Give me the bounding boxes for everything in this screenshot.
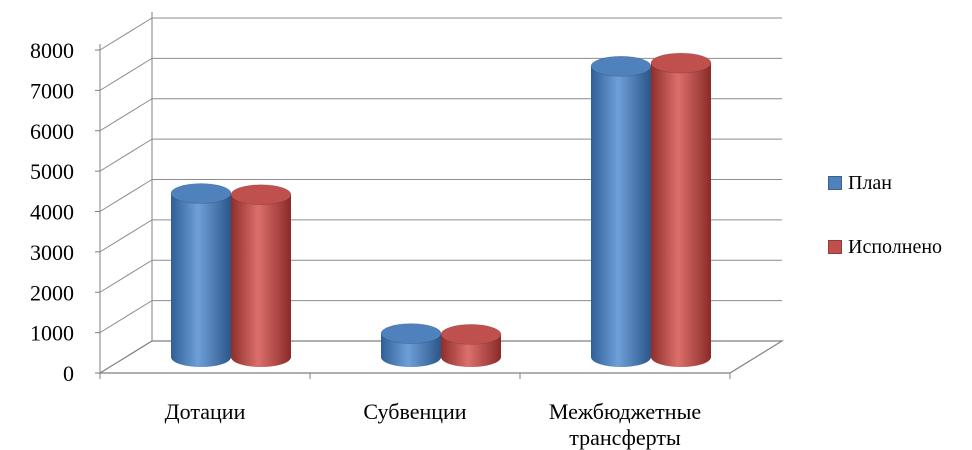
- gridline-diagonal: [99, 259, 153, 293]
- bar-top: [380, 323, 442, 344]
- gridline-diagonal: [99, 300, 153, 334]
- bar-top: [590, 55, 652, 77]
- bar-top: [230, 184, 292, 206]
- y-tick-label: 2000: [30, 280, 74, 305]
- y-tick-label: 7000: [30, 78, 74, 103]
- bar: [230, 184, 292, 367]
- bar: [170, 183, 232, 367]
- bar-body: [591, 66, 651, 368]
- gridline-diagonal: [99, 57, 153, 91]
- bar: [590, 55, 652, 368]
- legend-label-plan: План: [848, 171, 893, 194]
- gridline-diagonal: [99, 98, 153, 132]
- gridline-diagonal: [99, 219, 153, 253]
- x-category-label: Субвенции: [363, 399, 466, 424]
- gridline-diagonal: [99, 138, 153, 172]
- y-tick-label: 3000: [30, 240, 74, 265]
- bar-top: [650, 52, 712, 74]
- legend-swatch-done: [828, 240, 842, 254]
- y-tick-label: 0: [63, 361, 74, 386]
- x-axis-categories: Дотации Субвенции Межбюджетные трансферты: [165, 399, 701, 450]
- bar-top: [170, 183, 232, 204]
- bar-body: [171, 193, 231, 367]
- y-tick-label: 6000: [30, 119, 74, 144]
- legend-item-plan: План: [828, 170, 942, 196]
- bar: [380, 323, 442, 367]
- bar-top: [440, 323, 502, 345]
- x-category-label: Дотации: [165, 399, 246, 424]
- y-tick-label: 1000: [30, 321, 74, 346]
- y-axis-ticks: 0 1000 2000 3000 4000 5000 6000 7000 8000: [30, 38, 731, 386]
- y-tick-label: 5000: [30, 159, 74, 184]
- gridline-diagonal: [99, 179, 153, 212]
- bar: [650, 52, 712, 367]
- bar-body: [231, 194, 291, 367]
- bar-body: [651, 63, 711, 367]
- legend-swatch-plan: [828, 176, 842, 190]
- y-tick-label: 8000: [30, 38, 74, 63]
- y-tick-label: 4000: [30, 200, 74, 225]
- legend-item-done: Исполнено: [828, 234, 942, 260]
- bars: [170, 52, 712, 368]
- legend-label-done: Исполнено: [848, 235, 943, 258]
- x-category-label: Межбюджетные трансферты: [549, 399, 701, 450]
- legend: План Исполнено: [828, 170, 942, 298]
- bar: [440, 323, 502, 367]
- gridline-diagonal: [99, 17, 153, 51]
